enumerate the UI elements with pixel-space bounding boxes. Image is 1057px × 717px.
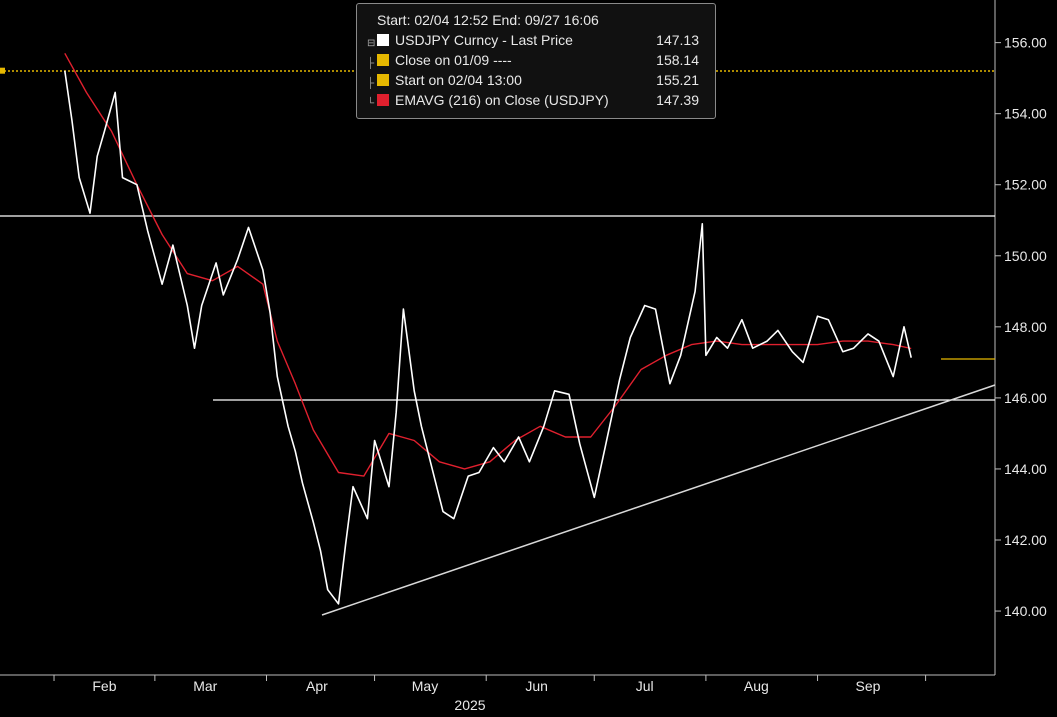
x-tick-label: May	[412, 678, 438, 694]
y-tick-label: 144.00	[1004, 461, 1047, 477]
x-tick-label: Jul	[636, 678, 654, 694]
series-line-last-price	[64, 70, 912, 605]
tree-branch-icon: ├	[367, 78, 375, 89]
x-axis-ticks: Feb Mar Apr May Jun Jul Aug Sep	[53, 675, 927, 694]
y-tick-label: 140.00	[1004, 603, 1047, 619]
emavg-swatch	[377, 94, 389, 106]
legend-item-last-price[interactable]: ⊟ USDJPY Curncy - Last Price 147.13	[367, 30, 707, 50]
x-tick-label: Sep	[856, 678, 881, 694]
y-tick-label: 148.00	[1004, 319, 1047, 335]
x-tick-label: Feb	[92, 678, 116, 694]
legend-label: Start on 02/04 13:00	[395, 72, 522, 88]
start-price-marker	[0, 67, 5, 74]
tree-branch-icon: └	[367, 98, 375, 109]
series-line-emavg	[64, 52, 912, 477]
ascending-trendline	[321, 384, 996, 616]
legend-label: EMAVG (216) on Close (USDJPY)	[395, 92, 609, 108]
legend-item-emavg[interactable]: └ EMAVG (216) on Close (USDJPY) 147.39	[367, 90, 707, 110]
legend-value: 158.14	[656, 52, 699, 68]
legend-item-close[interactable]: ├ Close on 01/09 ---- 158.14	[367, 50, 707, 70]
y-tick-label: 150.00	[1004, 248, 1047, 264]
legend-value: 147.39	[656, 92, 699, 108]
x-tick-label: Apr	[306, 678, 328, 694]
last-price-swatch	[377, 34, 389, 46]
y-axis-ticks: 156.00 154.00 152.00 150.00 148.00 146.00 144.…	[995, 35, 1047, 619]
legend-value: 155.21	[656, 72, 699, 88]
legend-value: 147.13	[656, 32, 699, 48]
legend-header: Start: 02/04 12:52 End: 09/27 16:06	[377, 12, 599, 28]
x-tick-label: Aug	[744, 678, 769, 694]
legend-item-start[interactable]: ├ Start on 02/04 13:00 155.21	[367, 70, 707, 90]
y-tick-label: 156.00	[1004, 35, 1047, 51]
legend-label: USDJPY Curncy - Last Price	[395, 32, 573, 48]
x-tick-label: Mar	[193, 678, 217, 694]
y-tick-label: 146.00	[1004, 390, 1047, 406]
tree-branch-icon: ├	[367, 58, 375, 69]
x-year-label: 2025	[454, 697, 485, 713]
start-swatch	[377, 74, 389, 86]
legend-label: Close on 01/09 ----	[395, 52, 512, 68]
x-tick-label: Jun	[525, 678, 548, 694]
y-tick-label: 154.00	[1004, 106, 1047, 122]
y-tick-label: 152.00	[1004, 177, 1047, 193]
series-group	[0, 52, 912, 605]
chart-legend[interactable]: Start: 02/04 12:52 End: 09/27 16:06 ⊟ US…	[356, 3, 716, 119]
y-tick-label: 142.00	[1004, 532, 1047, 548]
tree-expand-icon: ⊟	[367, 38, 376, 49]
close-swatch	[377, 54, 389, 66]
